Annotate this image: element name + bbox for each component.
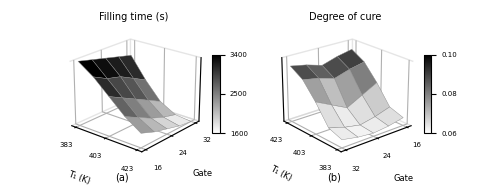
- Text: (b): (b): [327, 172, 340, 182]
- Title: Filling time (s): Filling time (s): [99, 12, 168, 22]
- X-axis label: Gate: Gate: [394, 174, 413, 183]
- Title: Degree of cure: Degree of cure: [309, 12, 382, 22]
- X-axis label: T₁ (K): T₁ (K): [67, 170, 92, 186]
- Y-axis label: Gate: Gate: [192, 169, 212, 178]
- Y-axis label: T₁ (K): T₁ (K): [268, 164, 293, 182]
- Text: (a): (a): [116, 172, 129, 182]
